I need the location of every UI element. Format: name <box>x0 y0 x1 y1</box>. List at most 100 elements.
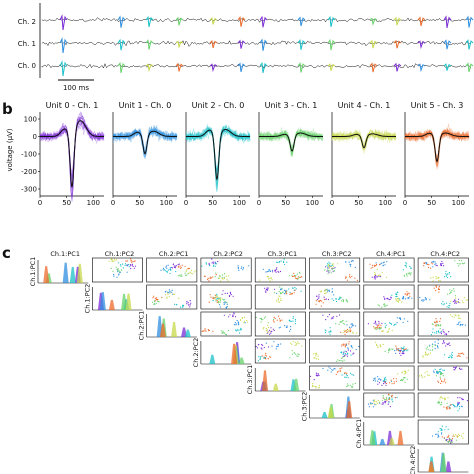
scatter-point <box>237 265 239 267</box>
scatter-point <box>367 323 369 325</box>
scatter-point <box>429 344 431 346</box>
scatter-point <box>128 266 130 268</box>
scatter-point <box>296 355 298 357</box>
scatter-point <box>332 317 334 320</box>
scatter-point <box>399 349 402 352</box>
scatter-point <box>440 380 442 382</box>
scatter-point <box>322 314 324 316</box>
scatter-point <box>420 299 423 301</box>
scatter-point <box>342 322 344 324</box>
scatter-point <box>400 354 402 356</box>
scatter-point <box>342 353 344 356</box>
scatter-point <box>435 332 437 334</box>
scatter-point <box>350 329 352 331</box>
scatter-point <box>432 280 434 282</box>
scatter-point <box>291 343 293 345</box>
scatter-point <box>422 299 424 301</box>
scatter-point <box>212 276 214 278</box>
scatter-point <box>408 293 411 295</box>
scatter-point <box>352 383 354 385</box>
scatter-point <box>456 435 458 437</box>
scatter-point <box>265 342 267 344</box>
scatter-point <box>298 353 300 356</box>
column-label: Ch.3:PC2 <box>322 250 352 258</box>
hist-peak <box>293 378 300 391</box>
spike-mark <box>209 17 218 25</box>
scatter-point <box>379 275 382 277</box>
scatter-point <box>376 263 378 266</box>
scatter-point <box>216 297 218 300</box>
scatter-point <box>230 294 232 296</box>
scatter-point <box>184 272 186 274</box>
scatter-point <box>208 280 210 282</box>
scatter-point <box>450 357 453 359</box>
scatter-point <box>440 333 442 335</box>
scatter-frame <box>254 284 306 310</box>
waveform-trace <box>39 120 105 178</box>
scatter-point <box>289 330 291 332</box>
x-tick-label: 100 <box>87 199 100 207</box>
scatter-point <box>274 269 276 271</box>
scatter-point <box>441 265 443 267</box>
scatter-point <box>407 369 409 371</box>
scatter-point <box>404 293 406 295</box>
scatter-point <box>293 275 295 277</box>
scatter-point <box>382 343 384 345</box>
scatter-point <box>402 378 404 380</box>
hist-peak <box>125 293 132 310</box>
scatter-point <box>226 306 228 308</box>
scatter-point <box>350 372 352 374</box>
scatter-point <box>439 398 441 400</box>
waveform-trace <box>39 121 105 173</box>
hist-peak <box>321 411 328 418</box>
scatter-point <box>223 303 225 306</box>
scatter-point <box>315 355 317 357</box>
scatter-point <box>111 259 113 261</box>
scatter-point <box>329 327 331 329</box>
scatter-point <box>185 270 187 272</box>
scatter-point <box>375 328 377 330</box>
scatter-point <box>382 265 384 267</box>
scatter-point <box>246 320 248 322</box>
scatter-point <box>377 326 379 328</box>
scatter-point <box>314 353 316 355</box>
hist-peak <box>184 329 191 337</box>
scatter-point <box>403 275 406 277</box>
scatter-point <box>420 374 423 376</box>
scatter-point <box>434 368 436 370</box>
scatter-point <box>395 292 397 294</box>
scatter-point <box>461 406 463 408</box>
scatter-point <box>442 375 444 377</box>
scatter-cell <box>417 311 469 337</box>
waveform-trace <box>39 116 105 197</box>
scatter-point <box>435 433 437 435</box>
scatter-point <box>438 435 440 438</box>
scatter-frame <box>92 257 143 283</box>
scatter-point <box>446 306 448 308</box>
scatter-point <box>445 270 447 273</box>
scatter-point <box>237 266 239 269</box>
scatter-point <box>315 387 317 389</box>
scatter-point <box>290 342 292 344</box>
scatter-point <box>401 378 403 380</box>
spike-mark <box>209 63 218 73</box>
scatter-point <box>441 425 443 427</box>
scatter-point <box>288 288 290 290</box>
scatter-point <box>460 352 462 355</box>
scatter-point <box>212 299 214 302</box>
scatter-point <box>428 345 430 347</box>
scatter-point <box>118 270 120 272</box>
scatter-point <box>410 272 412 274</box>
scatter-point <box>427 354 429 356</box>
scatter-point <box>171 291 173 293</box>
scatter-point <box>444 333 446 335</box>
scatter-point <box>172 263 174 265</box>
waveform-trace <box>404 128 470 170</box>
scatter-cell <box>146 284 198 310</box>
scatter-point <box>112 260 114 262</box>
scatter-point <box>301 276 303 278</box>
scatter-point <box>238 332 241 334</box>
scatter-point <box>188 267 190 269</box>
scatter-point <box>437 435 439 437</box>
panel-b-ylabel: voltage (μV) <box>6 128 14 171</box>
